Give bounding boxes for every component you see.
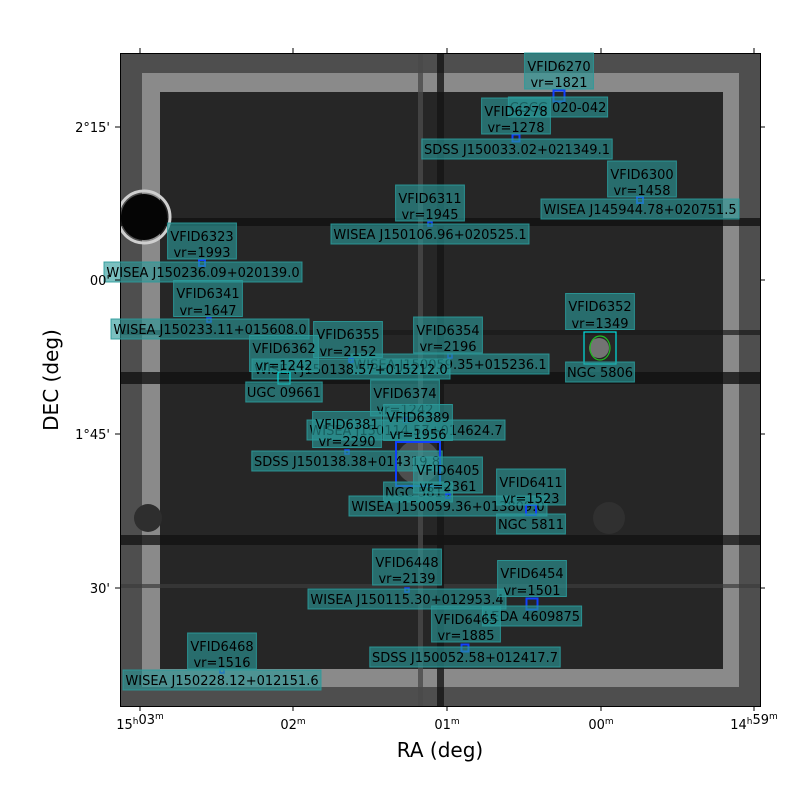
galaxy-name: WISEA J150115.30+012953.4 <box>310 593 503 608</box>
galaxy-id-box <box>383 404 453 441</box>
galaxy-name: SDSS J150033.02+021349.1 <box>424 143 610 158</box>
x-tick-label: 14h59m <box>730 712 778 733</box>
galaxy-velocity: vr=1523 <box>502 492 559 507</box>
galaxy-id: VFID6278 <box>484 105 547 120</box>
galaxy-name: WISEA J150228.12+012151.6 <box>125 674 318 689</box>
galaxy-id: VFID6405 <box>416 464 479 479</box>
galaxy-name-box <box>540 198 740 220</box>
galaxy-name: UGC 09661 <box>247 386 321 401</box>
galaxy-id-box <box>524 52 594 90</box>
galaxy-velocity: vr=1885 <box>437 629 494 644</box>
x-tick-label: 15h03m <box>116 712 164 733</box>
galaxy-id-box <box>565 293 635 330</box>
galaxy-id: VFID6468 <box>190 640 253 655</box>
galaxy-id: VFID6300 <box>610 168 673 183</box>
galaxy-velocity: vr=2361 <box>419 480 476 495</box>
galaxy-name-box <box>496 513 566 535</box>
galaxy-velocity: vr=2290 <box>318 435 375 450</box>
galaxy-id-box <box>312 411 382 448</box>
galaxy-velocity: vr=1458 <box>613 184 670 199</box>
x-axis-title: RA (deg) <box>397 738 483 762</box>
galaxy-name: WISEA J150106.96+020525.1 <box>333 228 526 243</box>
y-tick-label: 30' <box>90 582 110 597</box>
plot-frame <box>120 53 761 707</box>
galaxy-id: VFID6448 <box>375 556 438 571</box>
galaxy-id-box <box>496 468 566 506</box>
galaxy-velocity: vr=1821 <box>530 76 587 91</box>
galaxy-name: SDSS J150138.38+014319.8 <box>254 455 440 470</box>
x-tick-label: 02m <box>280 717 305 733</box>
galaxy-id: VFID6270 <box>527 60 590 75</box>
galaxy-name-box <box>245 381 323 403</box>
galaxy-velocity: vr=2139 <box>378 572 435 587</box>
galaxy-name-box <box>110 318 310 340</box>
galaxy-name: NGC 5811 <box>498 518 564 533</box>
y-tick-label: 00' <box>90 274 110 289</box>
galaxy-id: VFID6354 <box>416 324 479 339</box>
galaxy-id-box <box>249 335 319 372</box>
bright-star-artifact <box>121 194 167 240</box>
galaxy-name: WISEA J150236.09+020139.0 <box>106 266 299 281</box>
galaxy-id: VFID6352 <box>568 300 631 315</box>
bright-star-halo <box>120 189 172 245</box>
x-tick-label: 01m <box>434 717 459 733</box>
galaxy-velocity: vr=1501 <box>503 584 560 599</box>
galaxy-velocity: vr=1647 <box>179 304 236 319</box>
galaxy-name-box <box>421 138 613 160</box>
y-tick-label: 2°15' <box>75 121 110 136</box>
galaxy-name-box <box>122 669 322 691</box>
galaxy-velocity: vr=1993 <box>173 246 230 261</box>
galaxy-id-box <box>173 280 243 317</box>
galaxy-velocity: vr=2196 <box>419 340 476 355</box>
galaxy-id-box <box>413 456 483 494</box>
galaxy-name-box <box>307 588 507 610</box>
galaxy-id: VFID6411 <box>499 476 562 491</box>
galaxy-id-box <box>372 548 442 586</box>
galaxy-name-box <box>330 223 530 245</box>
ghost-artifact <box>593 502 625 534</box>
tick-layer: 15h03m 02m 01m 00m 14h59m 2°15' 00' 1°45' 30' <box>75 48 778 733</box>
galaxy-id-box <box>167 222 237 260</box>
galaxy-name: WISEA J150233.11+015608.0 <box>113 323 306 338</box>
galaxy-id: VFID6323 <box>170 230 233 245</box>
galaxy-velocity: vr=1278 <box>487 121 544 136</box>
galaxy-velocity: vr=1349 <box>571 317 628 332</box>
y-axis-title: DEC (deg) <box>39 329 63 431</box>
galaxy-id: VFID6389 <box>386 411 449 426</box>
galaxy-name: WISEA J145944.78+020751.5 <box>543 203 736 218</box>
galaxy-id-box <box>431 605 501 643</box>
galaxy-id: VFID6465 <box>434 613 497 628</box>
galaxy-name-box <box>565 361 635 383</box>
galaxy-id: VFID6341 <box>176 287 239 302</box>
y-tick-label: 1°45' <box>75 428 110 443</box>
galaxy-id-box <box>187 632 257 670</box>
galaxy-name: SDSS J150052.58+012417.7 <box>372 651 558 666</box>
galaxy-id-box <box>395 184 465 222</box>
galaxy-velocity: vr=1945 <box>401 208 458 223</box>
galaxy-ellipse <box>589 335 611 361</box>
galaxy-id: VFID6362 <box>252 342 315 357</box>
galaxy-glow <box>589 338 609 358</box>
galaxy-velocity: vr=1242 <box>255 359 312 374</box>
x-tick-label: 00m <box>588 717 613 733</box>
galaxy-velocity: vr=2152 <box>319 345 376 360</box>
galaxy-id-box <box>607 160 677 198</box>
galaxy-name-box <box>369 646 561 668</box>
ghost-artifact <box>134 504 162 532</box>
galaxy-id-box <box>497 560 567 597</box>
galaxy-velocity: vr=1516 <box>193 656 250 671</box>
galaxy-id-box <box>413 316 483 354</box>
galaxy-id: VFID6381 <box>315 418 378 433</box>
galaxy-id: VFID6374 <box>373 387 436 402</box>
galaxy-velocity: vr=1956 <box>389 428 446 443</box>
galaxy-id: VFID6355 <box>316 328 379 343</box>
galaxy-id-box <box>481 97 551 135</box>
galaxy-name: LEDA 4609875 <box>484 610 580 625</box>
galaxy-id: VFID6311 <box>398 192 461 207</box>
galaxy-id: VFID6454 <box>500 567 563 582</box>
galaxy-name: NGC 5806 <box>567 366 633 381</box>
